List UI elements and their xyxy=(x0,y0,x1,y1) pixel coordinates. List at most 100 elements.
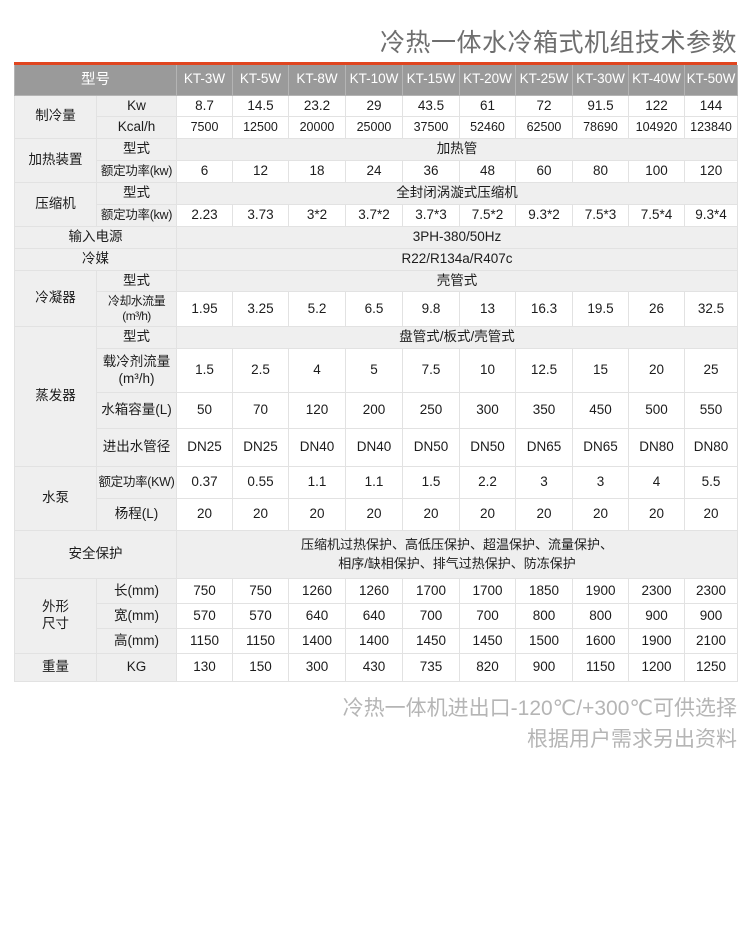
cell-cooling-kcal-2: 20000 xyxy=(288,116,346,140)
sub-label-compressor-power: 额定功率(kw) xyxy=(96,203,177,227)
cell-compressor-power-3: 3.7*2 xyxy=(345,203,403,227)
cell-dim-length-0: 750 xyxy=(176,578,233,605)
cell-coolant-flow-5: 10 xyxy=(459,348,516,394)
cell-dim-height-7: 1600 xyxy=(572,628,629,655)
cell-coolant-flow-0: 1.5 xyxy=(176,348,233,394)
table-row: 额定功率(kw) 2.23 3.73 3*2 3.7*2 3.7*3 7.5*2… xyxy=(15,203,738,227)
cell-compressor-power-8: 7.5*4 xyxy=(628,203,685,227)
cell-dim-length-9: 2300 xyxy=(684,578,738,605)
cell-coolant-flow-7: 15 xyxy=(572,348,629,394)
cell-pump-power-1: 0.55 xyxy=(232,466,289,500)
header-model-8: KT-40W xyxy=(628,65,685,96)
cell-cooling-kw-1: 14.5 xyxy=(232,94,289,118)
cell-cooling-water-flow-6: 16.3 xyxy=(515,291,573,328)
cell-pipe-diameter-0: DN25 xyxy=(176,428,233,468)
cell-compressor-power-2: 3*2 xyxy=(288,203,346,227)
page-title: 冷热一体水冷箱式机组技术参数 xyxy=(379,29,737,57)
cell-cooling-water-flow-7: 19.5 xyxy=(572,291,629,328)
label-refrigerant: 冷媒 xyxy=(14,247,177,271)
header-model-6: KT-25W xyxy=(515,65,573,96)
sub-label-tank-capacity: 水箱容量(L) xyxy=(96,392,177,430)
cell-cooling-kcal-1: 12500 xyxy=(232,116,289,140)
table-row: 冷媒 R22/R134a/R407c xyxy=(14,247,738,271)
cell-cooling-water-flow-3: 6.5 xyxy=(345,291,403,328)
cell-heater-power-0: 6 xyxy=(176,160,233,183)
cell-refrigerant-value: R22/R134a/R407c xyxy=(176,247,738,271)
cell-weight-4: 735 xyxy=(402,653,460,683)
cell-heater-power-3: 24 xyxy=(345,160,403,183)
cell-weight-3: 430 xyxy=(345,653,403,683)
table-row: 加热装置 型式 加热管 xyxy=(14,138,738,183)
cell-pump-head-6: 20 xyxy=(515,498,573,532)
cell-heater-power-5: 48 xyxy=(459,160,516,183)
cell-cooling-water-flow-4: 9.8 xyxy=(402,291,460,328)
cell-pipe-diameter-7: DN65 xyxy=(572,428,629,468)
cell-dim-width-6: 800 xyxy=(515,603,573,630)
cell-dim-width-9: 900 xyxy=(684,603,738,630)
table-row: 高(mm) 1150 1150 1400 1400 1450 1450 1500… xyxy=(15,628,738,655)
sub-label-heater-type: 型式 xyxy=(96,138,177,162)
sub-label-coolant-flow: 载冷剂流量 (m³/h) xyxy=(96,348,177,394)
cell-cooling-water-flow-5: 13 xyxy=(459,291,516,328)
footer-line-2: 根据用户需求另出资料 xyxy=(527,727,737,751)
cell-tank-capacity-2: 120 xyxy=(288,392,346,430)
group-label-weight: 重量 xyxy=(14,653,97,683)
cell-weight-7: 1150 xyxy=(572,653,629,683)
sub-label-cooling-water-flow: 冷却水流量(m³/h) xyxy=(96,291,177,328)
sub-label-height: 高(mm) xyxy=(96,628,177,655)
cell-coolant-flow-4: 7.5 xyxy=(402,348,460,394)
cell-cooling-kcal-8: 104920 xyxy=(628,116,685,140)
cell-tank-capacity-7: 450 xyxy=(572,392,629,430)
cell-cooling-water-flow-1: 3.25 xyxy=(232,291,289,328)
sub-label-kw: Kw xyxy=(96,94,177,118)
cell-tank-capacity-1: 70 xyxy=(232,392,289,430)
header-model-2: KT-8W xyxy=(288,65,346,96)
cell-dim-length-1: 750 xyxy=(232,578,289,605)
cell-dim-height-9: 2100 xyxy=(684,628,738,655)
cell-tank-capacity-0: 50 xyxy=(176,392,233,430)
spec-table: 型号 KT-3W KT-5W KT-8W KT-10W KT-15W KT-20… xyxy=(14,65,738,683)
label-safety-protection: 安全保护 xyxy=(14,530,177,580)
table-row: 水泵 额定功率(KW) 0.37 0.55 1.1 1.1 1.5 2.2 3 … xyxy=(14,466,738,532)
cell-compressor-power-9: 9.3*4 xyxy=(684,203,738,227)
cell-safety-protection-value: 压缩机过热保护、高低压保护、超温保护、流量保护、 相序/缺相保护、排气过热保护、… xyxy=(176,530,738,580)
group-label-cooling-capacity: 制冷量 xyxy=(14,94,97,140)
cell-dim-width-7: 800 xyxy=(572,603,629,630)
cell-weight-8: 1200 xyxy=(628,653,685,683)
table-row: 安全保护 压缩机过热保护、高低压保护、超温保护、流量保护、 相序/缺相保护、排气… xyxy=(14,530,738,580)
cell-pump-head-4: 20 xyxy=(402,498,460,532)
cell-weight-1: 150 xyxy=(232,653,289,683)
cell-dim-length-8: 2300 xyxy=(628,578,685,605)
cell-compressor-power-4: 3.7*3 xyxy=(402,203,460,227)
sub-label-kcal: Kcal/h xyxy=(96,116,177,140)
cell-dim-width-3: 640 xyxy=(345,603,403,630)
cell-dim-height-4: 1450 xyxy=(402,628,460,655)
table-row: 杨程(L) 20 20 20 20 20 20 20 20 20 20 xyxy=(15,498,738,532)
table-row: 额定功率(kw) 6 12 18 24 36 48 60 80 100 120 xyxy=(15,160,738,183)
group-label-water-pump: 水泵 xyxy=(14,466,97,532)
table-row: 蒸发器 型式 盘管式/板式/壳管式 xyxy=(14,326,738,468)
sub-label-pump-head: 杨程(L) xyxy=(96,498,177,532)
cell-pump-head-9: 20 xyxy=(684,498,738,532)
cell-dim-width-4: 700 xyxy=(402,603,460,630)
cell-coolant-flow-8: 20 xyxy=(628,348,685,394)
table-header-row: 型号 KT-3W KT-5W KT-8W KT-10W KT-15W KT-20… xyxy=(14,65,738,96)
cell-dim-height-5: 1450 xyxy=(459,628,516,655)
cell-cooling-kcal-5: 52460 xyxy=(459,116,516,140)
cell-cooling-kcal-3: 25000 xyxy=(345,116,403,140)
cell-coolant-flow-6: 12.5 xyxy=(515,348,573,394)
cell-cooling-water-flow-9: 32.5 xyxy=(684,291,738,328)
cell-pump-head-7: 20 xyxy=(572,498,629,532)
cell-dim-length-3: 1260 xyxy=(345,578,403,605)
cell-compressor-power-5: 7.5*2 xyxy=(459,203,516,227)
cell-weight-0: 130 xyxy=(176,653,233,683)
cell-input-power-value: 3PH-380/50Hz xyxy=(176,225,738,249)
table-row: Kcal/h 7500 12500 20000 25000 37500 5246… xyxy=(15,116,738,140)
header-model-label: 型号 xyxy=(14,65,177,96)
group-label-dimensions: 外形 尺寸 xyxy=(14,578,97,655)
cell-pump-power-4: 1.5 xyxy=(402,466,460,500)
table-row: 冷凝器 型式 壳管式 xyxy=(14,269,738,328)
cell-pump-power-8: 4 xyxy=(628,466,685,500)
cell-tank-capacity-8: 500 xyxy=(628,392,685,430)
cell-compressor-power-7: 7.5*3 xyxy=(572,203,629,227)
